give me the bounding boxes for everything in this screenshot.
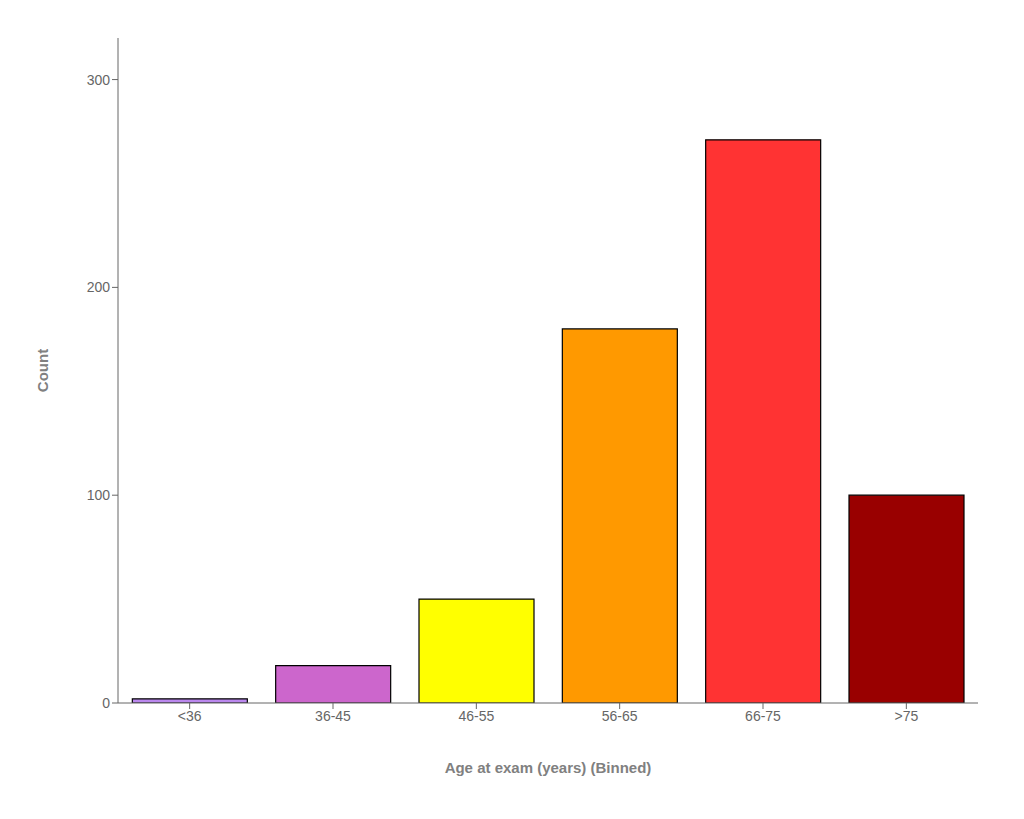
svg-text:Count: Count — [34, 349, 51, 392]
svg-text:66-75: 66-75 — [745, 708, 781, 724]
svg-text:56-65: 56-65 — [602, 708, 638, 724]
svg-text:<36: <36 — [178, 708, 202, 724]
svg-text:36-45: 36-45 — [315, 708, 351, 724]
svg-text:100: 100 — [87, 487, 111, 503]
svg-text:300: 300 — [87, 72, 111, 88]
svg-text:>75: >75 — [894, 708, 918, 724]
svg-text:46-55: 46-55 — [458, 708, 494, 724]
svg-text:Age at exam (years) (Binned): Age at exam (years) (Binned) — [445, 759, 652, 776]
svg-text:200: 200 — [87, 279, 111, 295]
svg-text:0: 0 — [102, 695, 110, 711]
